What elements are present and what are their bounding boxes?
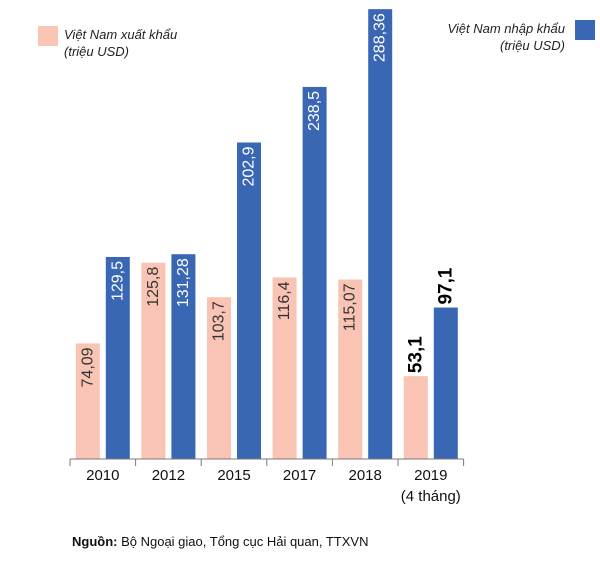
source-label: Nguồn:	[72, 534, 118, 549]
legend-import-unit: (triệu USD)	[499, 38, 565, 53]
legend-export-swatch	[38, 26, 58, 46]
export-value-label-2017: 116,4	[276, 281, 293, 320]
source-text: Bộ Ngoại giao, Tổng cục Hải quan, TTXVN	[117, 534, 369, 549]
legend-export-text: Việt Nam xuất khẩu (triệu USD)	[64, 26, 177, 60]
legend-import-text: Việt Nam nhập khẩu (triệu USD)	[447, 20, 565, 54]
export-value-label-2018: 115,07	[342, 283, 359, 331]
import-bar-2018	[368, 9, 393, 460]
x-axis-ticks	[69, 459, 465, 466]
import-value-label-2017: 238,5	[306, 91, 323, 131]
export-bar-2019	[403, 376, 428, 459]
import-bar-2019	[433, 307, 458, 459]
export-bar-2015	[207, 297, 231, 459]
export-value-label-2010: 74,09	[79, 347, 96, 387]
x-tick-label-2018: 2018	[349, 467, 382, 484]
import-bar-2017	[302, 86, 327, 459]
import-bar-2015	[237, 142, 261, 459]
import-bar-2010	[105, 256, 130, 459]
x-tick-label-2010: 2010	[86, 467, 119, 484]
export-value-label-2015: 103,7	[211, 301, 228, 341]
import-value-label-2019: 97,1	[435, 267, 456, 304]
x-tick-label-2015: 2015	[217, 467, 250, 484]
x-tick-label-2019: 2019	[414, 467, 447, 484]
bars-group: 74,09 129,5 125,8 131,28 103,7 202,9 116,4 238,…	[75, 9, 458, 460]
export-value-label-2012: 125,8	[145, 267, 162, 307]
import-value-label-2015: 202,9	[241, 146, 258, 186]
export-value-label-2019: 53,1	[405, 336, 426, 373]
x-axis-labels: 2010 2012 2015 2017 2018 2019 (4 tháng)	[86, 467, 461, 505]
import-value-label-2010: 129,5	[109, 261, 126, 301]
source-note: Nguồn: Bộ Ngoại giao, Tổng cục Hải quan,…	[72, 534, 368, 549]
export-bar-2010	[75, 343, 100, 459]
export-bar-2017	[272, 277, 297, 459]
legend-export-name: Việt Nam xuất khẩu	[64, 27, 178, 42]
export-bar-2018	[338, 279, 363, 459]
legend-import-name: Việt Nam nhập khẩu	[447, 21, 565, 36]
x-tick-label-2012: 2012	[152, 467, 185, 484]
import-bar-2012	[171, 254, 196, 459]
x-tick-label-2017: 2017	[283, 467, 316, 484]
legend-import-swatch	[575, 20, 595, 40]
import-value-label-2012: 131,28	[175, 258, 192, 307]
export-bar-2012	[141, 262, 166, 459]
legend-export-unit: (triệu USD)	[64, 44, 130, 59]
x-tick-sublabel-2019: (4 tháng)	[401, 488, 461, 505]
import-value-label-2018: 288,36	[372, 13, 389, 62]
